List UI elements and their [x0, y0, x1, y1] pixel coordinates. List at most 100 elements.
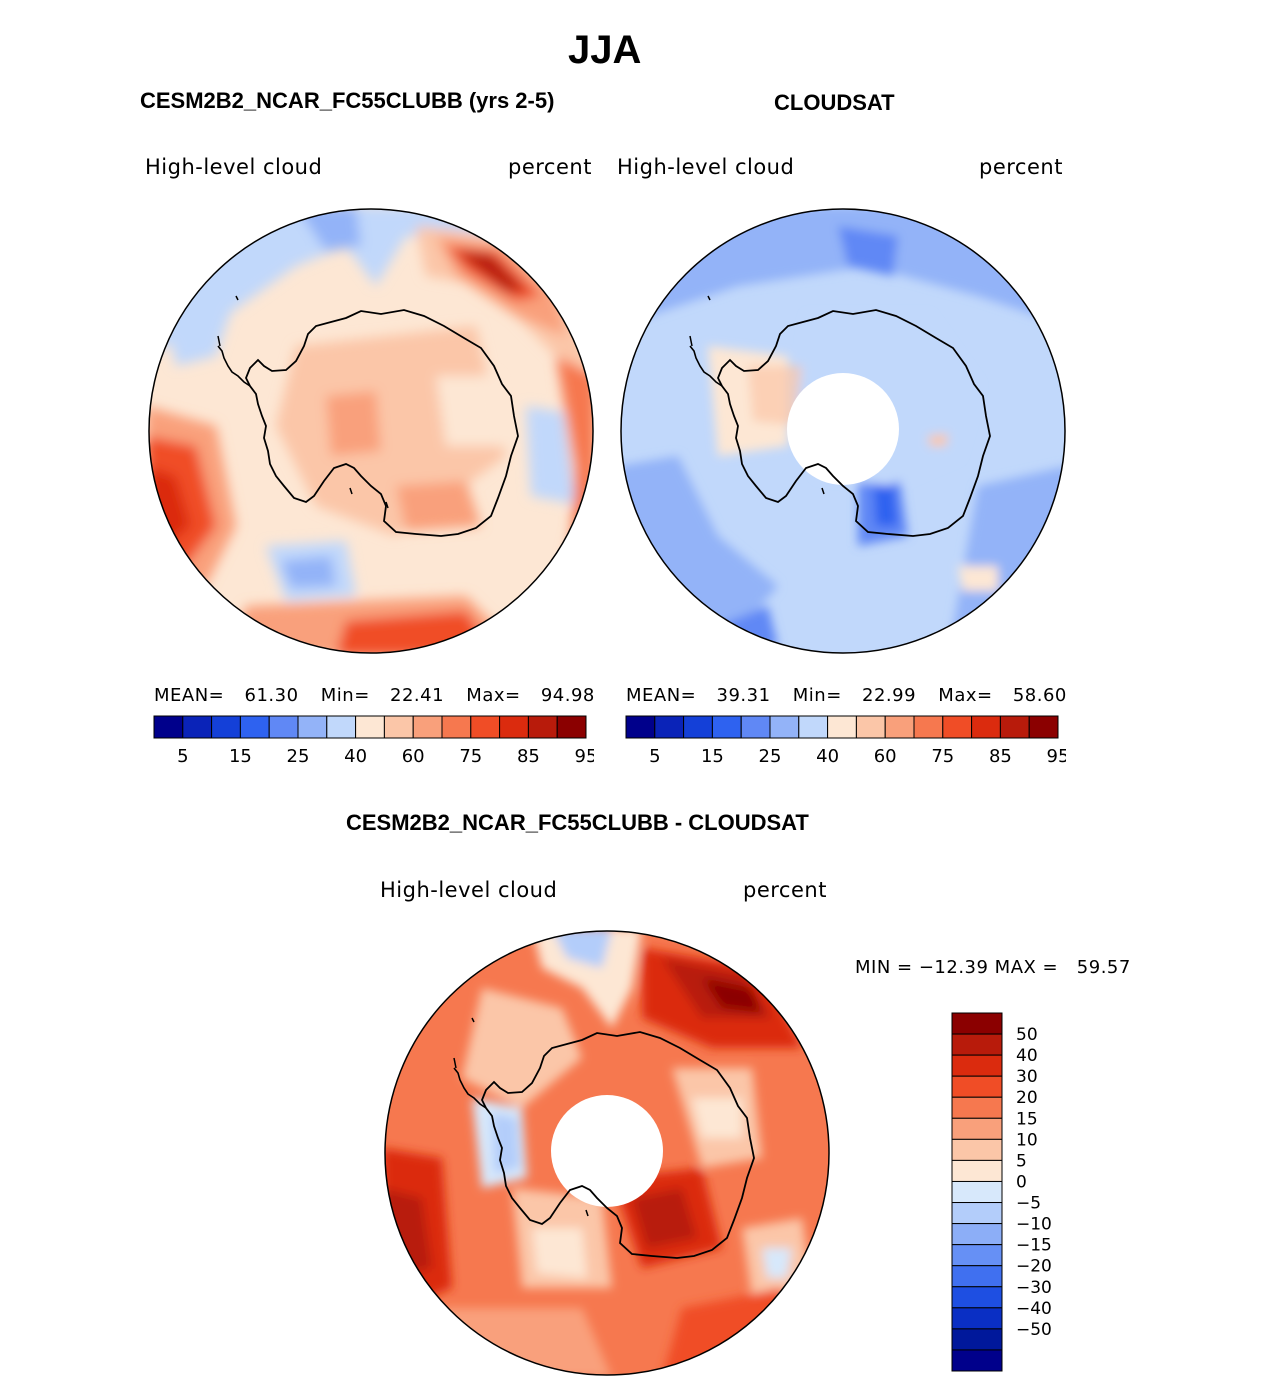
colorbar-tick-label: 30	[1016, 1067, 1038, 1087]
colorbar-tick-label: 85	[989, 746, 1012, 767]
panel-header-obs: CLOUDSAT	[774, 90, 895, 115]
min-value: 22.99	[862, 685, 917, 706]
max-label: Max=	[466, 685, 521, 706]
colorbar-swatch	[951, 1054, 1003, 1077]
missing-data-hole	[551, 1095, 663, 1207]
colorbar-swatch	[951, 1138, 1003, 1161]
mean-label: MEAN=	[154, 685, 225, 706]
colorbar-tick-label: −15	[1016, 1236, 1052, 1256]
map-boundary	[384, 930, 830, 1376]
colorbar-tick-label: 85	[517, 746, 540, 767]
colorbar-tick-label: 15	[701, 746, 724, 767]
colorbar-tick-label: 95	[575, 746, 594, 767]
colorbar-swatch	[268, 715, 299, 739]
field-blob	[166, 296, 236, 366]
colorbar-tick-label: 15	[1016, 1109, 1038, 1129]
antarctica-coastline	[481, 1031, 755, 1259]
field-blob	[396, 481, 481, 531]
colorbar-tick-label: −10	[1016, 1215, 1052, 1235]
units-label-obs: percent	[979, 155, 1063, 179]
colorbar-tick-label: −40	[1016, 1299, 1052, 1319]
colorbar-tick-label: 75	[459, 746, 482, 767]
colorbar-tick-label: 40	[816, 746, 839, 767]
colorbar-swatch	[182, 715, 213, 739]
peninsula-coastline	[217, 345, 251, 387]
colorbar-swatch	[239, 715, 270, 739]
colorbar-swatch	[855, 715, 886, 739]
colorbar-swatch	[884, 715, 915, 739]
field-blob	[692, 1098, 742, 1138]
colorbar-tick-label: 60	[402, 746, 425, 767]
colorbar-tick-label: 10	[1016, 1130, 1038, 1150]
colorbar-tick-label: 40	[344, 746, 367, 767]
colorbar-tick-label: −30	[1016, 1278, 1052, 1298]
variable-label-diff: High-level cloud	[380, 878, 558, 902]
colorbar-tick-label: −20	[1016, 1257, 1052, 1277]
field-blob	[552, 931, 612, 968]
mean-value: 39.31	[716, 685, 771, 706]
colorbar-swatch	[769, 715, 800, 739]
colorbar-swatch	[1028, 715, 1059, 739]
map-boundary	[620, 208, 1066, 654]
colorbar-swatch	[951, 1202, 1003, 1225]
map-boundary	[148, 208, 594, 654]
max-value: 94.98	[540, 685, 595, 706]
islands	[453, 1017, 589, 1217]
figure-title: JJA	[568, 28, 642, 72]
colorbar-tick-label: 60	[874, 746, 897, 767]
colorbar-tick-label: 95	[1047, 746, 1066, 767]
islands	[217, 295, 389, 509]
stats-obs: MEAN= 39.31 Min= 22.99 Max= 58.60	[626, 685, 1067, 706]
colorbar-swatch	[499, 715, 529, 739]
colorbar-swatch	[951, 1096, 1003, 1119]
field-blob	[532, 1228, 587, 1278]
map-model	[148, 208, 594, 654]
field-blob	[462, 988, 582, 1108]
colorbar-swatch	[441, 715, 472, 739]
colorbar-swatch	[999, 715, 1030, 739]
colorbar-swatch	[951, 1328, 1003, 1351]
colorbar-swatch	[153, 715, 184, 739]
field-blob	[281, 556, 336, 588]
field-blob	[532, 931, 642, 1028]
min-label: Min=	[792, 685, 842, 706]
variable-label-model: High-level cloud	[145, 155, 323, 179]
min-label: Min=	[320, 685, 370, 706]
colorbar-swatch	[211, 715, 241, 739]
colorbar-tick-label: −50	[1016, 1320, 1052, 1340]
colorbar-swatch	[556, 715, 587, 739]
colorbar-swatch	[798, 715, 829, 739]
colorbar-swatch	[951, 1265, 1003, 1288]
panel-header-model: CESM2B2_NCAR_FC55CLUBB (yrs 2-5)	[140, 88, 555, 113]
colorbar-tick-label: 75	[931, 746, 954, 767]
colorbar-tick-label: 20	[1016, 1088, 1038, 1108]
colorbar-swatch	[683, 715, 713, 739]
field-blob	[149, 209, 593, 356]
field-blob	[702, 978, 762, 1013]
field-blob	[958, 566, 998, 591]
field-blob	[873, 476, 898, 526]
islands	[689, 295, 825, 495]
colorbar-swatch	[951, 1223, 1003, 1246]
peninsula-coastline	[453, 1067, 487, 1109]
units-label-diff: percent	[743, 878, 827, 902]
colorbar-swatch	[951, 1244, 1003, 1267]
field-blob	[838, 226, 898, 276]
colorbar-swatch	[951, 1349, 1003, 1372]
colorbar-swatch	[470, 715, 501, 739]
colorbar-swatch	[355, 715, 385, 739]
variable-label-obs: High-level cloud	[617, 155, 795, 179]
peninsula-coastline	[689, 345, 723, 387]
field-blob	[416, 226, 593, 653]
colorbar-swatch	[297, 715, 328, 739]
colorbar-swatch	[711, 715, 742, 739]
max-label: Max=	[938, 685, 993, 706]
field-blob	[442, 1308, 612, 1375]
colorbar-swatch	[527, 715, 558, 739]
min-value: 22.41	[390, 685, 445, 706]
colorbar-swatch	[654, 715, 685, 739]
units-label-model: percent	[508, 155, 592, 179]
diff-minmax: MIN = −12.39 MAX = 59.57	[855, 957, 1131, 978]
colorbar-swatch	[740, 715, 771, 739]
